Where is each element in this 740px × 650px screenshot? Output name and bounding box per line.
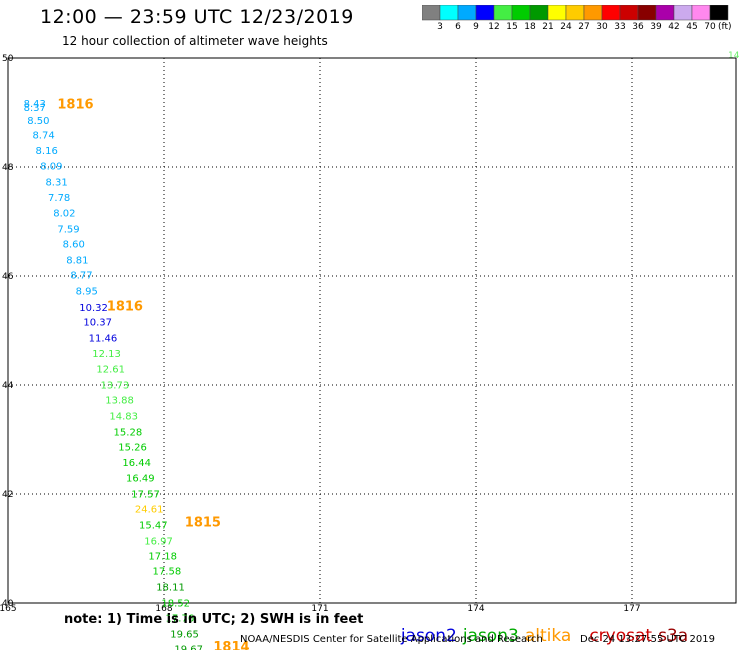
wave-height-point: 8.43	[24, 99, 46, 110]
wave-height-point: 13.73	[101, 380, 130, 391]
wave-height-point: 8.09	[40, 162, 62, 173]
wave-height-point: 8.50	[27, 116, 49, 127]
color-scale-bar	[422, 5, 729, 21]
legend-s3a: s3a	[658, 626, 689, 646]
x-tick-label: 177	[623, 604, 640, 614]
time-annotation: 1816	[107, 299, 143, 314]
wave-height-point: 15.47	[139, 520, 168, 531]
wave-height-point: 24.61	[135, 505, 164, 516]
satellite-legend: jason2 jason3 altika cryosat s3a	[390, 606, 694, 646]
plot-frame	[7, 57, 737, 604]
wave-height-point: 16.44	[122, 458, 151, 469]
wave-height-point: 13.88	[105, 396, 134, 407]
page-subtitle: 12 hour collection of altimeter wave hei…	[62, 34, 328, 48]
y-tick-label: 46	[2, 272, 14, 282]
color-scale-tick: 45	[686, 22, 698, 32]
y-tick-label: 40	[2, 599, 14, 609]
y-tick-label: 48	[2, 163, 14, 173]
time-annotation: 1816	[57, 98, 93, 113]
wave-height-point: 8.77	[70, 271, 92, 282]
wave-height-point: 16.49	[126, 473, 155, 484]
color-scale-tick: 3	[437, 22, 443, 32]
x-tick-label: 168	[155, 604, 172, 614]
note-text: note: 1) Time is in UTC; 2) SWH is in fe…	[64, 612, 364, 627]
color-scale-tick: 39	[650, 22, 662, 32]
legend-altika: altika	[524, 626, 572, 646]
y-tick-label: 50	[2, 54, 14, 64]
page-title: 12:00 — 23:59 UTC 12/23/2019	[40, 6, 354, 28]
color-scale-unit: (ft)	[718, 22, 732, 32]
wave-height-point: 10.37	[83, 318, 112, 329]
footer-timestamp: Dec 24 13:27:55 UTC 2019	[580, 634, 715, 645]
wave-height-point: 8.60	[63, 240, 85, 251]
wave-height-point: 17.18	[148, 551, 177, 562]
x-tick-label: 171	[311, 604, 328, 614]
wave-height-point: 19.65	[170, 629, 199, 640]
wave-height-point: 8.74	[32, 131, 54, 142]
wave-height-point: 19.67	[174, 645, 203, 650]
color-scale-tick: 12	[488, 22, 500, 32]
color-scale-tick: 33	[614, 22, 626, 32]
wave-height-point: 17.76	[166, 614, 195, 625]
wave-height-point: 14.83	[109, 411, 138, 422]
corner-label: 14	[728, 51, 740, 61]
wave-height-point: 11.46	[89, 333, 118, 344]
wave-height-point: 12.61	[96, 364, 125, 375]
x-tick-label: 174	[467, 604, 484, 614]
wave-height-point: 17.57	[131, 489, 160, 500]
time-annotation: 1814	[213, 640, 249, 650]
color-scale-tick: 6	[455, 22, 461, 32]
color-scale-tick: 24	[560, 22, 572, 32]
time-annotation: 1815	[185, 516, 221, 531]
wave-height-point: 12.13	[92, 349, 121, 360]
wave-height-point: 15.26	[118, 442, 147, 453]
wave-height-point: 8.81	[66, 255, 88, 266]
wave-height-point: 18.11	[156, 582, 185, 593]
color-scale-tick: 21	[542, 22, 554, 32]
color-scale-tick: 27	[578, 22, 590, 32]
wave-height-point: 8.16	[36, 146, 58, 157]
wave-height-point: 7.78	[48, 193, 70, 204]
color-scale-tick: 18	[524, 22, 536, 32]
wave-height-point: 15.28	[114, 428, 143, 439]
x-tick-label: 165	[0, 604, 17, 614]
color-scale-tick: 30	[596, 22, 608, 32]
footer-organization: NOAA/NESDIS Center for Satellite Applica…	[240, 634, 543, 645]
legend-jason2: jason2	[400, 626, 457, 646]
wave-height-point: 16.97	[144, 537, 173, 548]
legend-cryosat: cryosat	[589, 626, 653, 646]
wave-height-point: 7.59	[57, 224, 79, 235]
y-tick-label: 44	[2, 381, 14, 391]
wave-height-point: 8.02	[53, 209, 75, 220]
wave-height-point: 10.32	[79, 303, 108, 314]
color-scale-tick: 9	[473, 22, 479, 32]
color-swatch	[709, 5, 729, 21]
color-scale-tick: 15	[506, 22, 518, 32]
y-tick-label: 42	[2, 490, 13, 500]
wave-height-point: 8.37	[24, 103, 46, 114]
legend-jason3: jason3	[462, 626, 519, 646]
wave-height-point: 18.52	[161, 598, 190, 609]
wave-height-point: 17.58	[153, 567, 182, 578]
color-scale-tick: 70	[704, 22, 716, 32]
color-scale-tick: 42	[668, 22, 680, 32]
color-scale-tick: 36	[632, 22, 644, 32]
wave-height-point: 8.95	[76, 287, 98, 298]
wave-height-point: 8.31	[45, 178, 67, 189]
